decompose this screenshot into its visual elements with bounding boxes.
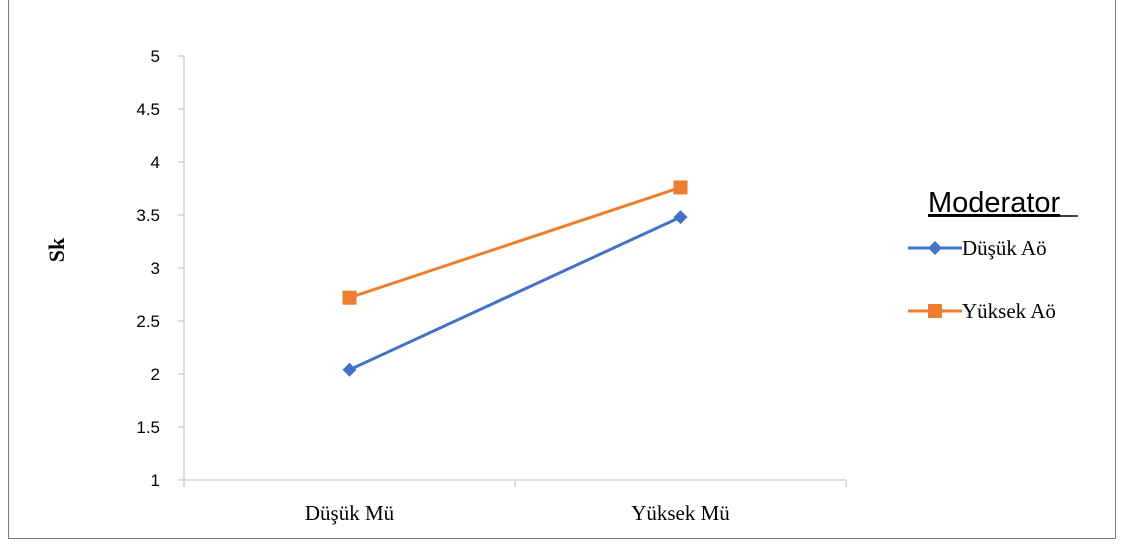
series-line [348, 215, 682, 372]
series-layer [342, 180, 688, 377]
data-point [673, 180, 688, 195]
y-ticks: 1 1.5 2 2.5 3 3.5 4 4.5 5 [136, 47, 184, 490]
y-tick-label: 2.5 [136, 312, 160, 331]
series-line [349, 186, 681, 300]
y-tick-label: 5 [151, 47, 160, 66]
data-point [673, 210, 688, 225]
x-category-labels: Düşük Mü Yüksek Mü [305, 501, 730, 525]
y-axis-label: Sk [44, 237, 69, 262]
axes [183, 56, 847, 487]
legend-item-1: Yüksek Aö [908, 299, 1056, 323]
data-point [342, 362, 357, 377]
legend-title: Moderator [928, 187, 1061, 219]
legend-item-0: Düşük Aö [908, 236, 1047, 260]
y-tick-label: 1.5 [136, 418, 160, 437]
y-tick-label: 4.5 [136, 100, 160, 119]
y-tick-label: 3.5 [136, 206, 160, 225]
y-tick-label: 2 [151, 365, 160, 384]
chart-frame [8, 0, 1116, 539]
legend-label: Düşük Aö [962, 236, 1047, 260]
y-tick-label: 4 [151, 153, 160, 172]
y-tick-label: 1 [151, 471, 160, 490]
series-0 [342, 210, 688, 377]
x-category-label: Düşük Mü [305, 501, 395, 525]
y-tick-label: 3 [151, 259, 160, 278]
legend-label: Yüksek Aö [962, 299, 1056, 323]
legend-marker [928, 241, 942, 255]
x-category-label: Yüksek Mü [631, 501, 730, 525]
legend-marker [928, 304, 942, 318]
data-point [342, 290, 357, 305]
legend: Moderator Düşük Aö Yüksek Aö [908, 187, 1078, 323]
series-1 [342, 180, 688, 305]
